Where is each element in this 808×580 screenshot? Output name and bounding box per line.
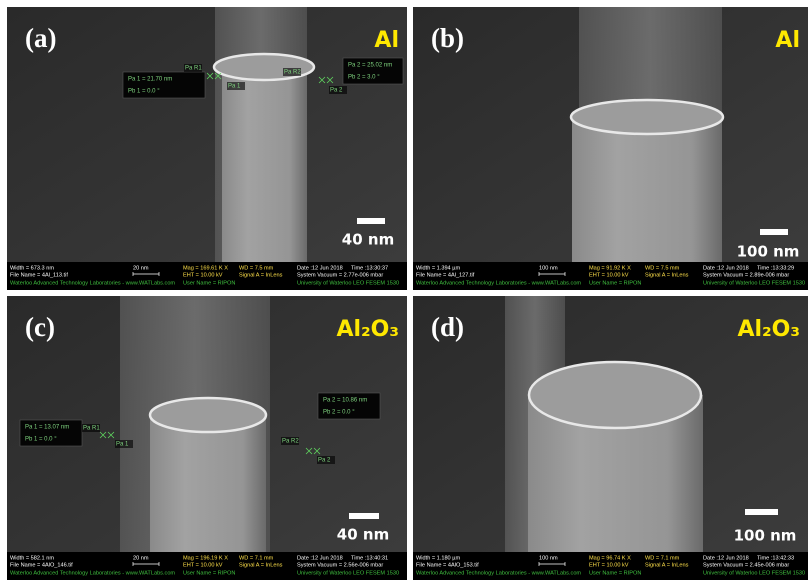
info-text: Width = 673.3 nm [10,265,54,271]
info-text: Signal A = InLens [239,272,283,278]
point-label: Pa 2 [318,458,331,464]
info-text: WD = 7.1 mm [645,555,680,561]
info-text: Waterloo Advanced Technology Laboratorie… [10,570,175,576]
measurement-text: Pa 2 = 10.86 nm [323,398,367,404]
scale-bar [357,218,385,224]
measurement-text: Pb 2 = 3.0 ° [348,75,380,81]
scale-label: 40 nm [337,526,389,544]
scale-label: 100 nm [734,527,797,545]
measurement-text: Pb 1 = 0.0 ° [128,89,160,95]
pillar [150,415,266,552]
info-text: System Vacuum = 2.77e-006 mbar [297,272,383,278]
info-text: File Name = 4AlO_153.tif [416,562,479,568]
image-background [7,7,407,262]
info-text: User Name = RIPON [183,280,235,286]
sem-panel: Width = 582.1 nm 20 nm Mag = 196.19 K X WD … [7,296,407,580]
info-text: System Vacuum = 2.45e-006 mbar [703,562,789,568]
info-text: Time :13:30:37 [351,265,388,271]
panel-label: (b) [431,23,464,53]
info-text: Signal A = InLens [645,272,689,278]
panel-label: (c) [25,312,55,342]
info-text: Time :13:33:29 [757,265,794,271]
measurement-text: Pa 2 = 25.02 nm [348,63,392,69]
pillar-top [214,54,314,80]
info-text: EHT = 10.00 kV [589,272,629,278]
info-text: Signal A = InLens [239,562,283,568]
pillar [222,67,307,262]
info-text: User Name = RIPON [589,570,641,576]
point-label: Pa R1 [83,426,100,432]
material-label: Al [775,28,800,53]
info-text: 100 nm [539,555,558,561]
scale-label: 40 nm [342,231,394,249]
measurement-text: Pb 2 = 0.0 ° [323,410,355,416]
point-label: Pa R2 [284,70,301,76]
info-text: File Name = 4Al_113.tif [10,272,68,278]
info-text: File Name = 4AlO_146.tif [10,562,73,568]
point-label: Pa 1 [228,84,241,90]
info-text: Signal A = InLens [645,562,689,568]
info-text: University of Waterloo LEO FESEM 1530 [297,280,399,286]
sem-panel: Width = 1.394 µm 100 nm Mag = 91.92 K X WD … [413,7,808,290]
info-text: Waterloo Advanced Technology Laboratorie… [416,280,581,286]
info-text: 20 nm [133,265,149,271]
info-text: WD = 7.1 mm [239,555,274,561]
scale-bar [349,513,379,519]
info-text: EHT = 10.00 kV [589,562,629,568]
pillar-top [150,398,266,432]
info-text: Date :12 Jun 2018 [297,265,343,271]
info-text: University of Waterloo LEO FESEM 1530 [703,280,805,286]
info-text: Time :13:42:33 [757,555,794,561]
scale-bar [745,509,778,515]
info-text: EHT = 10.00 kV [183,562,223,568]
panel-label: (d) [431,312,464,342]
material-label: Al [374,28,399,53]
info-text: User Name = RIPON [589,280,641,286]
info-text: Mag = 196.19 K X [183,555,228,561]
measurement-text: Pa 1 = 21.70 nm [128,77,172,83]
info-text: File Name = 4Al_127.tif [416,272,475,278]
info-text: System Vacuum = 2.89e-006 mbar [703,272,789,278]
point-label: Pa R2 [282,439,299,445]
pillar-top [529,362,701,428]
material-label: Al₂O₃ [336,317,399,342]
info-text: Width = 1.180 µm [416,555,460,561]
info-text: 100 nm [539,265,558,271]
info-text: Time :13:40:31 [351,555,388,561]
info-text: WD = 7.5 mm [645,265,680,271]
pillar-top [571,100,723,134]
sem-panel: Width = 1.180 µm 100 nm Mag = 96.74 K X WD … [413,296,808,580]
info-text: Date :12 Jun 2018 [703,555,749,561]
pillar [572,117,722,262]
info-text: WD = 7.5 mm [239,265,274,271]
info-text: University of Waterloo LEO FESEM 1530 [297,570,399,576]
info-text: Width = 582.1 nm [10,555,54,561]
info-text: Mag = 91.92 K X [589,265,631,271]
info-text: EHT = 10.00 kV [183,272,223,278]
figure: Width = 673.3 nm 20 nm Mag = 169.61 K X WD … [0,0,808,580]
info-text: Waterloo Advanced Technology Laboratorie… [416,570,581,576]
panel-label: (a) [25,23,56,53]
material-label: Al₂O₃ [737,317,800,342]
measurement-text: Pb 1 = 0.0 ° [25,437,57,443]
info-text: Waterloo Advanced Technology Laboratorie… [10,280,175,286]
scale-bar [760,229,788,235]
point-label: Pa 1 [116,442,129,448]
point-label: Pa 2 [330,88,343,94]
sem-panel: Width = 673.3 nm 20 nm Mag = 169.61 K X WD … [7,7,407,290]
measurement-text: Pa 1 = 13.07 nm [25,425,69,431]
point-label: Pa R1 [185,66,202,72]
info-text: User Name = RIPON [183,570,235,576]
info-text: 20 nm [133,555,149,561]
info-text: Mag = 96.74 K X [589,555,631,561]
info-text: University of Waterloo LEO FESEM 1530 [703,570,805,576]
info-text: Mag = 169.61 K X [183,265,228,271]
scale-label: 100 nm [737,243,800,261]
info-text: Date :12 Jun 2018 [703,265,749,271]
info-text: Width = 1.394 µm [416,265,460,271]
info-text: Date :12 Jun 2018 [297,555,343,561]
info-text: System Vacuum = 2.56e-006 mbar [297,562,383,568]
